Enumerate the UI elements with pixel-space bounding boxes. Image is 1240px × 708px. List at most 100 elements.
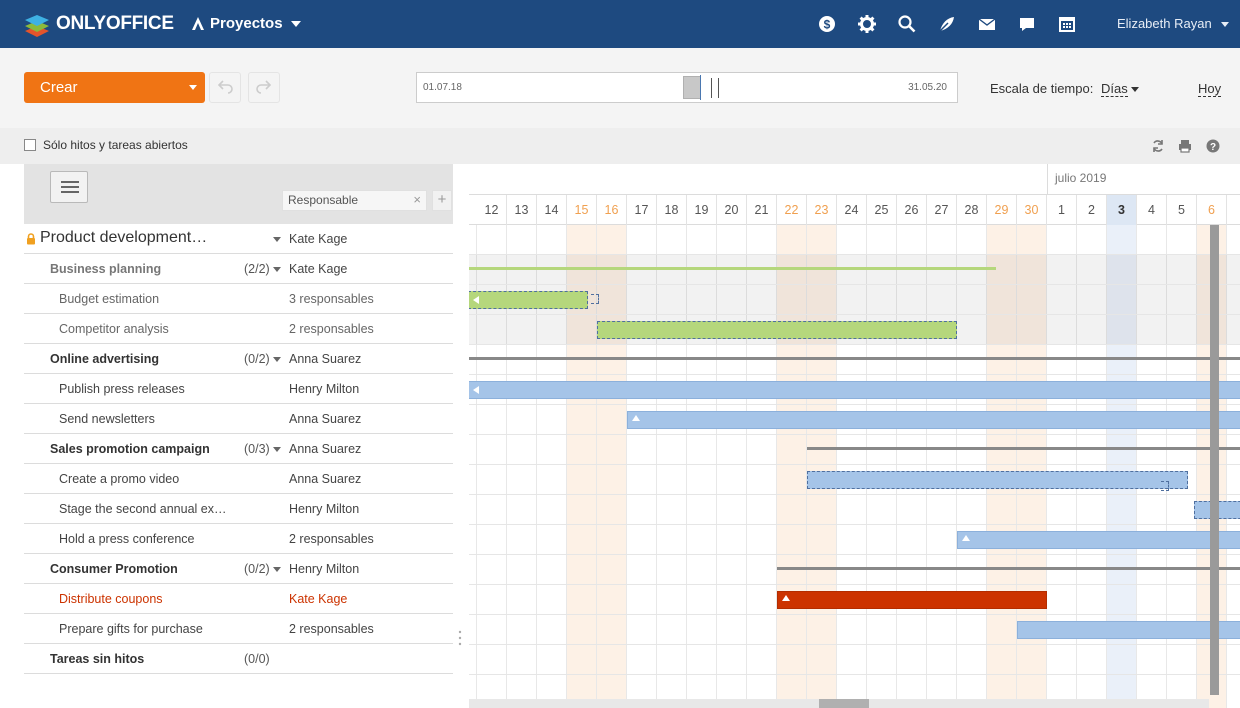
- settings-icon[interactable]: [857, 14, 877, 34]
- close-icon[interactable]: ×: [413, 192, 421, 207]
- milestone-bar[interactable]: [777, 567, 1240, 570]
- time-scale-dropdown[interactable]: Días: [1101, 81, 1128, 97]
- brand-name[interactable]: ONLYOFFICE: [56, 13, 174, 34]
- help-icon[interactable]: ?: [1205, 138, 1221, 154]
- range-tick: [718, 78, 719, 98]
- day-header-cell: 25: [867, 195, 897, 225]
- day-column: [507, 225, 537, 708]
- month-label: julio 2019: [1055, 171, 1107, 185]
- responsible-column-header[interactable]: Responsable ×: [282, 190, 427, 211]
- task-bar[interactable]: [777, 591, 1047, 609]
- day-header-cell: 12: [477, 195, 507, 225]
- undo-button[interactable]: [209, 72, 241, 103]
- range-tick: [711, 78, 712, 98]
- mail-icon[interactable]: [977, 14, 997, 34]
- add-column-button[interactable]: +: [432, 190, 452, 211]
- task-row[interactable]: Budget estimation 3 responsables: [24, 284, 453, 314]
- range-slider-handle[interactable]: [683, 76, 701, 99]
- chevron-down-icon[interactable]: [273, 447, 281, 452]
- gantt-row: [469, 645, 1240, 675]
- create-button[interactable]: Crear: [24, 72, 205, 103]
- day-header-cell: 17: [627, 195, 657, 225]
- day-column: [1137, 225, 1167, 708]
- chevron-down-icon[interactable]: [273, 357, 281, 362]
- chevron-down-icon[interactable]: [273, 267, 281, 272]
- lock-icon: [27, 233, 35, 245]
- day-column: [597, 225, 627, 708]
- print-icon[interactable]: [1177, 138, 1193, 154]
- task-bar[interactable]: [597, 321, 957, 339]
- day-column: [627, 225, 657, 708]
- day-header-cell: 15: [567, 195, 597, 225]
- day-header-cell: 16: [597, 195, 627, 225]
- horizontal-scrollbar-thumb[interactable]: [819, 699, 869, 708]
- onlyoffice-logo-icon: [25, 15, 49, 37]
- day-header: 12 13 14 15 16 17 18 19 20 21 22 23 24 25 26 27 28 29 30 1 2…: [469, 194, 1240, 225]
- horizontal-scrollbar[interactable]: [469, 699, 1209, 708]
- redo-button[interactable]: [248, 72, 280, 103]
- today-link[interactable]: Hoy: [1198, 81, 1222, 97]
- chevron-down-icon[interactable]: [273, 567, 281, 572]
- panel-splitter-handle[interactable]: [458, 629, 462, 649]
- module-switcher[interactable]: Proyectos: [192, 15, 301, 32]
- open-only-checkbox[interactable]: [24, 139, 36, 151]
- chevron-down-icon[interactable]: [1131, 87, 1139, 92]
- gantt-row: [469, 435, 1240, 465]
- task-row[interactable]: Hold a press conference 2 responsables: [24, 524, 453, 554]
- task-bar[interactable]: [469, 381, 1240, 399]
- milestone-row[interactable]: Online advertising (0/2) Anna Suarez: [24, 344, 453, 374]
- timeline-range-slider[interactable]: 01.07.18 31.05.20: [416, 72, 958, 103]
- undo-icon: [217, 80, 233, 94]
- day-column: [657, 225, 687, 708]
- milestone-bar[interactable]: [469, 267, 996, 270]
- task-bar[interactable]: [469, 291, 588, 309]
- row-name: Publish press releases: [59, 382, 185, 396]
- filter-bar: Sólo hitos y tareas abiertos ?: [0, 128, 1240, 164]
- dollar-icon[interactable]: $: [817, 14, 837, 34]
- gantt-row: [469, 525, 1240, 555]
- day-header-cell: 5: [1167, 195, 1197, 225]
- arrow-left-icon: [473, 296, 479, 304]
- project-row[interactable]: Product development… Kate Kage: [24, 224, 453, 254]
- task-row[interactable]: Prepare gifts for purchase 2 responsables: [24, 614, 453, 644]
- user-menu[interactable]: Elizabeth Rayan: [1117, 16, 1230, 31]
- task-row[interactable]: Publish press releases Henry Milton: [24, 374, 453, 404]
- task-row[interactable]: Competitor analysis 2 responsables: [24, 314, 453, 344]
- task-bar[interactable]: [957, 531, 1240, 549]
- row-name: Hold a press conference: [59, 532, 195, 546]
- row-responsible: Henry Milton: [289, 562, 360, 576]
- row-name: Prepare gifts for purchase: [59, 622, 203, 636]
- milestone-row[interactable]: Tareas sin hitos (0/0): [24, 644, 453, 674]
- task-row[interactable]: Stage the second annual ex… Henry Milton: [24, 494, 453, 524]
- calendar-icon[interactable]: [1057, 14, 1077, 34]
- chat-icon[interactable]: [1017, 14, 1037, 34]
- search-icon[interactable]: [897, 14, 917, 34]
- chevron-down-icon[interactable]: [189, 85, 197, 90]
- day-column: [867, 225, 897, 708]
- refresh-icon[interactable]: [1150, 138, 1166, 154]
- columns-menu-button[interactable]: [50, 171, 88, 203]
- milestone-row[interactable]: Business planning (2/2) Kate Kage: [24, 254, 453, 284]
- arrow-up-icon: [632, 415, 640, 421]
- task-row[interactable]: Send newsletters Anna Suarez: [24, 404, 453, 434]
- gantt-row: [469, 465, 1240, 495]
- row-name: Tareas sin hitos: [50, 652, 145, 666]
- gantt-row: [469, 345, 1240, 375]
- open-only-label[interactable]: Sólo hitos y tareas abiertos: [43, 138, 188, 152]
- chevron-down-icon[interactable]: [273, 237, 281, 242]
- milestone-row[interactable]: Consumer Promotion (0/2) Henry Milton: [24, 554, 453, 584]
- day-header-cell: 1: [1047, 195, 1077, 225]
- task-bar[interactable]: [1017, 621, 1240, 639]
- day-header-cell: 29: [987, 195, 1017, 225]
- task-bar[interactable]: [627, 411, 1240, 429]
- milestone-bar[interactable]: [807, 447, 1240, 450]
- feed-icon[interactable]: [937, 14, 957, 34]
- milestone-bar[interactable]: [469, 357, 1240, 360]
- vertical-scrollbar[interactable]: [1210, 225, 1219, 695]
- task-row[interactable]: Create a promo video Anna Suarez: [24, 464, 453, 494]
- row-task-count: (0/2): [244, 352, 270, 366]
- milestone-row[interactable]: Sales promotion campaign (0/3) Anna Suarez: [24, 434, 453, 464]
- day-header-cell: 18: [657, 195, 687, 225]
- task-row[interactable]: Distribute coupons Kate Kage: [24, 584, 453, 614]
- task-bar[interactable]: [807, 471, 1188, 489]
